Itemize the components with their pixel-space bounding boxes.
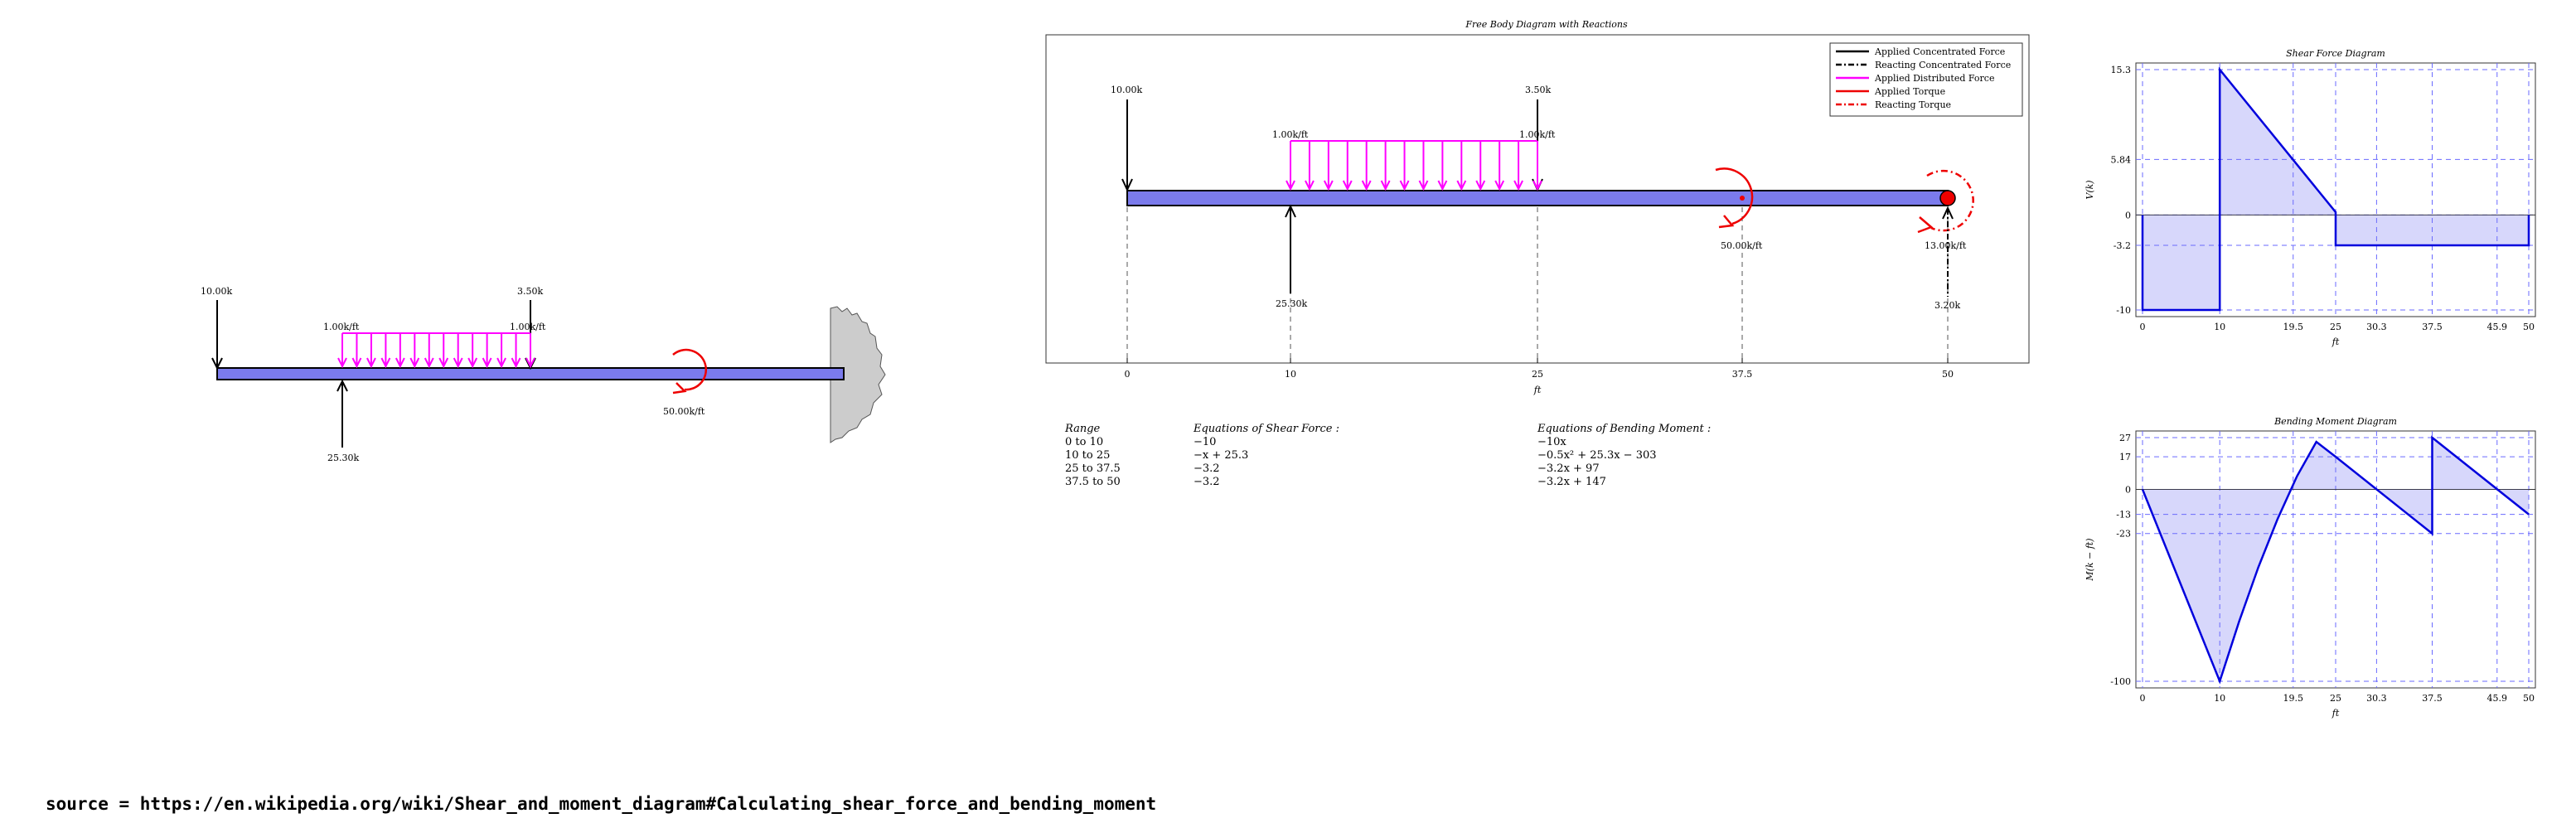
fbd-x-tick-label: 37.5 — [1732, 369, 1753, 380]
y-tick-label: -3.2 — [2114, 240, 2131, 251]
range-cell: 0 to 10 — [1065, 436, 1104, 448]
x-axis-label: ft — [2331, 336, 2340, 347]
fbd-reaction-label: 3.20k — [1934, 300, 1960, 311]
source-line: source = https://en.wikipedia.org/wiki/S… — [46, 794, 1157, 814]
dist-load-label: 1.00k/ft — [510, 322, 546, 332]
y-tick-label: -10 — [2116, 305, 2131, 316]
torque-label: 50.00k/ft — [663, 406, 705, 417]
fbd-reacting-torque-label: 13.00k/ft — [1925, 240, 1967, 251]
x-tick-label: 10 — [2214, 693, 2225, 704]
x-tick-label: 19.5 — [2283, 322, 2303, 332]
point-load-label: 10.00k — [201, 286, 232, 297]
torque-arc — [672, 348, 708, 391]
moment-cell: −3.2x + 147 — [1537, 476, 1606, 488]
y-tick-label: -23 — [2116, 529, 2131, 540]
fbd-load-label: 3.50k — [1525, 85, 1551, 95]
fbd-reacting-torque-arc — [1926, 169, 1974, 232]
reaction-label: 25.30k — [327, 453, 359, 463]
legend-label: Applied Distributed Force — [1874, 73, 1994, 84]
range-cell: 10 to 25 — [1065, 449, 1111, 462]
fbd-x-tick-label: 0 — [1125, 369, 1131, 380]
x-tick-label: 10 — [2214, 322, 2225, 332]
shear-header: Equations of Shear Force : — [1194, 423, 1339, 435]
legend-label: Applied Torque — [1874, 86, 1945, 97]
shear-cell: −10 — [1194, 436, 1217, 448]
y-axis-label: V(k) — [2085, 180, 2095, 199]
y-tick-label: -13 — [2116, 510, 2131, 520]
legend-label: Reacting Torque — [1875, 99, 1951, 110]
shear-cell: −3.2 — [1194, 462, 1220, 475]
fbd-dist-label: 1.00k/ft — [1519, 129, 1556, 140]
x-tick-label: 0 — [2140, 693, 2146, 704]
range-cell: 37.5 to 50 — [1065, 476, 1121, 488]
shear-cell: −x + 25.3 — [1194, 449, 1249, 462]
fixed-wall — [830, 306, 886, 443]
chart-title: Bending Moment Diagram — [2273, 416, 2397, 427]
y-tick-label: 17 — [2119, 452, 2131, 462]
x-tick-label: 50 — [2523, 322, 2535, 332]
fbd-x-tick-label: 25 — [1532, 369, 1543, 380]
range-header: Range — [1065, 423, 1101, 435]
fbd-legend: Applied Concentrated Force Reacting Conc… — [1829, 42, 2023, 117]
x-tick-label: 45.9 — [2487, 693, 2508, 704]
fbd-x-ticks: 0 10 25 37.5 50 — [1125, 358, 1954, 380]
fbd-dist-label: 1.00k/ft — [1272, 129, 1309, 140]
y-tick-label: 0 — [2125, 210, 2131, 220]
y-tick-label: 27 — [2119, 433, 2131, 443]
area-fill — [2143, 70, 2529, 310]
point-load-label: 3.50k — [517, 286, 543, 297]
shear-cell: −3.2 — [1194, 476, 1220, 488]
fbd-title: Free Body Diagram with Reactions — [1465, 19, 1628, 30]
x-tick-label: 30.3 — [2366, 322, 2387, 332]
x-tick-label: 30.3 — [2366, 693, 2387, 704]
fbd-torque-arc — [1715, 167, 1754, 225]
x-tick-label: 0 — [2140, 322, 2146, 332]
y-tick-label: 0 — [2125, 485, 2131, 496]
series-line — [2141, 66, 2530, 312]
fbd-distributed-load — [1286, 140, 1542, 191]
moment-header: Equations of Bending Moment : — [1537, 423, 1712, 435]
series-line — [2141, 435, 2530, 685]
x-tick-label: 25 — [2330, 693, 2341, 704]
moment-cell: −0.5x² + 25.3x − 303 — [1537, 449, 1657, 462]
x-tick-label: 37.5 — [2422, 322, 2443, 332]
fbd-reaction-label: 25.30k — [1276, 298, 1307, 309]
y-tick-label: 15.3 — [2111, 65, 2132, 75]
fbd-x-tick-label: 50 — [1942, 369, 1954, 380]
dist-load-label: 1.00k/ft — [323, 322, 360, 332]
chart-title: Shear Force Diagram — [2286, 48, 2385, 59]
bending-moment-chart: 0 10 19.5 25 30.3 37.5 45.9 50 27 17 0 -13 -23 -100 Be… — [2085, 416, 2536, 719]
x-axis-label: ft — [2331, 708, 2340, 719]
y-tick-label: -100 — [2110, 676, 2131, 687]
distributed-load — [337, 332, 535, 369]
x-tick-label: 45.9 — [2487, 322, 2508, 332]
fbd-support-dot — [1939, 190, 1956, 206]
moment-cell: −3.2x + 97 — [1537, 462, 1600, 475]
moment-cell: −10x — [1537, 436, 1566, 448]
fbd-x-label: ft — [1533, 385, 1542, 395]
range-cell: 25 to 37.5 — [1065, 462, 1121, 475]
x-tick-label: 37.5 — [2422, 693, 2443, 704]
y-axis-label: M(k − ft) — [2085, 538, 2095, 581]
fbd-x-tick-label: 10 — [1285, 369, 1296, 380]
x-tick-label: 19.5 — [2283, 693, 2303, 704]
fbd-load-label: 10.00k — [1111, 85, 1142, 95]
y-tick-label: 5.84 — [2111, 154, 2132, 165]
x-tick-label: 50 — [2523, 693, 2535, 704]
legend-label: Reacting Concentrated Force — [1875, 60, 2011, 70]
x-tick-label: 25 — [2330, 322, 2341, 332]
fbd-torque-label: 50.00k/ft — [1721, 240, 1763, 251]
legend-label: Applied Concentrated Force — [1874, 46, 2005, 57]
shear-force-chart: 0 10 19.5 25 30.3 37.5 45.9 50 15.3 5.84 0 -3.2 -10 S… — [2085, 48, 2536, 347]
